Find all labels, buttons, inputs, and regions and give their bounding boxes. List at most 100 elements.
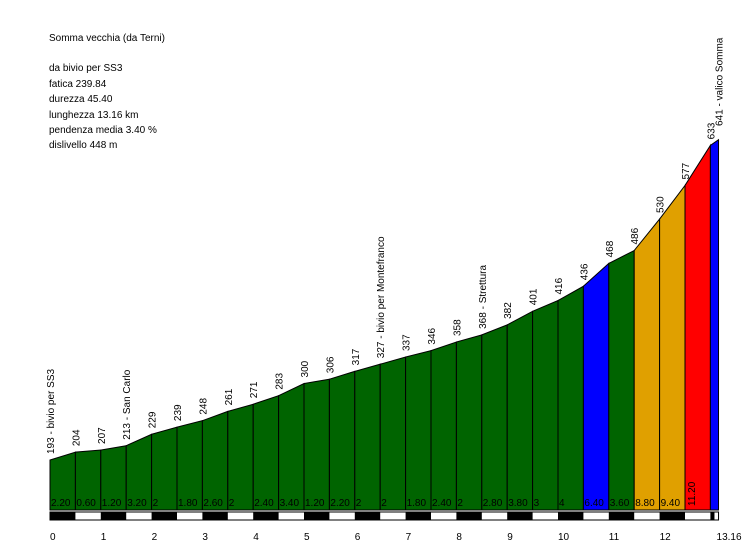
altitude-label: 337 <box>402 334 413 351</box>
x-tick-label: 9 <box>507 532 513 543</box>
grade-label: 3.60 <box>610 498 630 509</box>
altitude-label: 283 <box>275 373 286 390</box>
grade-label: 3.80 <box>508 498 528 509</box>
altitude-label: 530 <box>656 196 667 213</box>
profile-segment <box>176 420 203 511</box>
altitude-label: 213 - San Carlo <box>122 369 133 439</box>
grade-label: 2 <box>381 498 387 509</box>
grade-label: 0.60 <box>76 498 96 509</box>
climb-pendenza: pendenza media 3.40 % <box>49 125 157 137</box>
altitude-label: 327 - bivio per Montefranco <box>376 236 387 358</box>
altitude-label: 248 <box>198 398 209 415</box>
km-bar-block <box>304 512 330 520</box>
profile-segment <box>557 285 584 511</box>
altitude-label: 368 - Strettura <box>478 265 489 329</box>
profile-segment <box>532 299 559 511</box>
x-tick-label: 6 <box>355 532 361 543</box>
km-bar-block <box>558 512 584 520</box>
grade-label: 2.40 <box>254 498 274 509</box>
profile-segment <box>659 183 686 511</box>
grade-label: 4 <box>559 498 565 509</box>
km-bar-block <box>151 512 177 520</box>
profile-segment <box>582 262 610 511</box>
profile-segment <box>633 217 661 511</box>
altitude-label: 239 <box>173 404 184 421</box>
grade-label: 3 <box>534 498 540 509</box>
grade-label: 1.80 <box>178 498 198 509</box>
profile-segment <box>379 356 407 511</box>
grade-label: 6.40 <box>584 498 604 509</box>
profile-segment <box>684 143 711 511</box>
km-bar-block <box>202 512 228 520</box>
profile-segment <box>455 334 483 511</box>
x-tick-label: 1 <box>101 532 107 543</box>
profile-segment <box>405 349 432 511</box>
altitude-label: 416 <box>554 277 565 294</box>
km-bar-block <box>354 512 381 520</box>
altitude-label: 346 <box>427 327 438 344</box>
km-bar-block <box>659 512 685 520</box>
x-tick-label: 0 <box>50 532 56 543</box>
altitude-label: 486 <box>630 227 641 244</box>
x-tick-label: 2 <box>152 532 158 543</box>
x-tick-label: 3 <box>202 532 208 543</box>
altitude-label: 204 <box>71 429 82 446</box>
x-tick-label: 11 <box>609 532 620 543</box>
grade-label: 1.20 <box>305 498 325 509</box>
km-bar-block <box>50 512 76 520</box>
altitude-label: 577 <box>681 162 692 179</box>
km-bar-block <box>608 512 635 520</box>
km-bar-block <box>507 512 533 520</box>
grade-label: 8.80 <box>635 498 655 509</box>
profile-segment <box>709 138 720 511</box>
altitude-label: 271 <box>249 381 260 398</box>
x-tick-label: 8 <box>456 532 462 543</box>
grade-label: 2 <box>153 498 159 509</box>
profile-segment <box>303 378 330 511</box>
climb-title: Somma vecchia (da Terni) <box>49 33 165 44</box>
profile-segment <box>481 324 508 511</box>
profile-segment <box>354 363 381 511</box>
profile-segment <box>608 249 635 511</box>
altitude-label: 436 <box>579 263 590 280</box>
grade-label: 2 <box>356 498 362 509</box>
grade-label: 2.60 <box>203 498 223 509</box>
altitude-label: 382 <box>503 302 514 319</box>
altitude-label: 300 <box>300 360 311 377</box>
km-bar-block <box>253 512 279 520</box>
altitude-label: 193 - bivio per SS3 <box>46 369 57 454</box>
climb-lunghezza: lunghezza 13.16 km <box>49 109 139 121</box>
grade-label: 2.40 <box>432 498 452 509</box>
grade-label: 2.20 <box>330 498 350 509</box>
grade-label: 2 <box>229 498 235 509</box>
profile-segment <box>430 341 457 511</box>
x-tick-label: 7 <box>406 532 412 543</box>
km-bar-block <box>456 512 482 520</box>
profile-segment <box>328 370 356 511</box>
profile-segment <box>201 410 229 511</box>
altitude-label: 261 <box>224 388 235 405</box>
altitude-label: 306 <box>325 356 336 373</box>
profile-segment <box>227 403 254 511</box>
altitude-label: 401 <box>529 288 540 305</box>
profile-segment <box>506 310 534 511</box>
x-tick-label: 12 <box>660 532 672 543</box>
grade-label: 3.40 <box>280 498 300 509</box>
altitude-label: 317 <box>351 348 362 365</box>
grade-label: 1.20 <box>102 498 122 509</box>
x-tick-label: 10 <box>558 532 570 543</box>
km-bar-block <box>100 512 127 520</box>
climb-fatica: fatica 239.84 <box>49 78 107 90</box>
grade-label: 2 <box>457 498 463 509</box>
km-bar-block <box>710 512 715 520</box>
grade-label: 2.80 <box>483 498 503 509</box>
x-tick-label: 5 <box>304 532 310 543</box>
grade-label: 1.80 <box>407 498 427 509</box>
altitude-label: 229 <box>148 411 159 428</box>
grade-label: 11.20 <box>687 481 698 506</box>
climb-start: da bivio per SS3 <box>49 63 123 75</box>
altitude-label: 358 <box>452 319 463 336</box>
x-tick-label: 4 <box>253 532 259 543</box>
grade-label: 9.40 <box>661 498 681 509</box>
